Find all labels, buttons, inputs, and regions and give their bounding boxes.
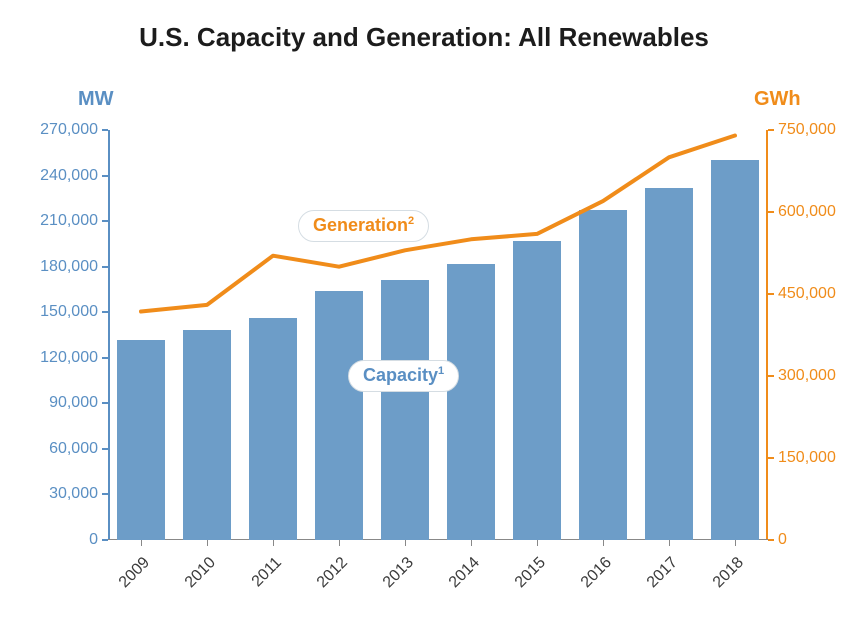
y-left-tick-mark xyxy=(102,311,108,313)
x-tick-mark xyxy=(405,540,406,546)
x-tick-mark xyxy=(471,540,472,546)
y-left-tick-mark xyxy=(102,539,108,541)
x-tick-label: 2009 xyxy=(99,554,154,609)
chart-container: U.S. Capacity and Generation: All Renewa… xyxy=(0,0,848,630)
x-tick-mark xyxy=(603,540,604,546)
y-left-tick-label: 150,000 xyxy=(40,303,98,321)
y-right-tick-label: 450,000 xyxy=(778,285,836,303)
x-tick-mark xyxy=(339,540,340,546)
y-left-tick-label: 270,000 xyxy=(40,121,98,139)
x-tick-mark xyxy=(141,540,142,546)
x-tick-label: 2010 xyxy=(165,554,220,609)
y-left-tick-label: 210,000 xyxy=(40,212,98,230)
y-right-tick-label: 600,000 xyxy=(778,203,836,221)
y-left-tick-label: 0 xyxy=(89,531,98,549)
x-tick-mark xyxy=(669,540,670,546)
y-left-tick-label: 120,000 xyxy=(40,349,98,367)
y-right-tick-mark xyxy=(768,457,774,459)
legend-label: Generation xyxy=(313,215,408,235)
y-left-tick-mark xyxy=(102,448,108,450)
legend-footnote-ref: 1 xyxy=(438,365,444,377)
y-axis-left-title: MW xyxy=(78,88,114,111)
y-right-tick-mark xyxy=(768,375,774,377)
x-tick-mark xyxy=(537,540,538,546)
y-left-tick-mark xyxy=(102,220,108,222)
plot-area xyxy=(108,130,768,540)
y-left-tick-label: 90,000 xyxy=(49,394,98,412)
y-left-tick-mark xyxy=(102,175,108,177)
chart-title: U.S. Capacity and Generation: All Renewa… xyxy=(0,22,848,53)
x-tick-label: 2012 xyxy=(297,554,352,609)
legend-footnote-ref: 2 xyxy=(408,215,414,227)
y-axis-right-title: GWh xyxy=(754,88,801,111)
generation-line xyxy=(108,130,768,540)
y-right-tick-label: 0 xyxy=(778,531,787,549)
y-right-tick-mark xyxy=(768,211,774,213)
y-left-tick-label: 30,000 xyxy=(49,485,98,503)
y-left-tick-label: 240,000 xyxy=(40,167,98,185)
y-right-tick-label: 750,000 xyxy=(778,121,836,139)
x-tick-mark xyxy=(735,540,736,546)
generation-legend: Generation2 xyxy=(298,210,429,242)
y-right-tick-mark xyxy=(768,293,774,295)
y-left-tick-mark xyxy=(102,357,108,359)
y-right-tick-mark xyxy=(768,129,774,131)
x-tick-label: 2017 xyxy=(627,554,682,609)
y-left-tick-mark xyxy=(102,493,108,495)
x-tick-mark xyxy=(207,540,208,546)
y-left-tick-label: 180,000 xyxy=(40,258,98,276)
legend-label: Capacity xyxy=(363,365,438,385)
capacity-legend: Capacity1 xyxy=(348,360,459,392)
x-tick-label: 2015 xyxy=(495,554,550,609)
y-left-tick-mark xyxy=(102,402,108,404)
x-tick-label: 2011 xyxy=(231,554,286,609)
x-tick-label: 2013 xyxy=(363,554,418,609)
x-tick-label: 2016 xyxy=(561,554,616,609)
y-right-tick-mark xyxy=(768,539,774,541)
y-right-tick-label: 300,000 xyxy=(778,367,836,385)
x-tick-label: 2018 xyxy=(693,554,748,609)
y-right-tick-label: 150,000 xyxy=(778,449,836,467)
y-left-tick-mark xyxy=(102,129,108,131)
x-tick-mark xyxy=(273,540,274,546)
y-left-tick-label: 60,000 xyxy=(49,440,98,458)
x-tick-label: 2014 xyxy=(429,554,484,609)
y-left-tick-mark xyxy=(102,266,108,268)
